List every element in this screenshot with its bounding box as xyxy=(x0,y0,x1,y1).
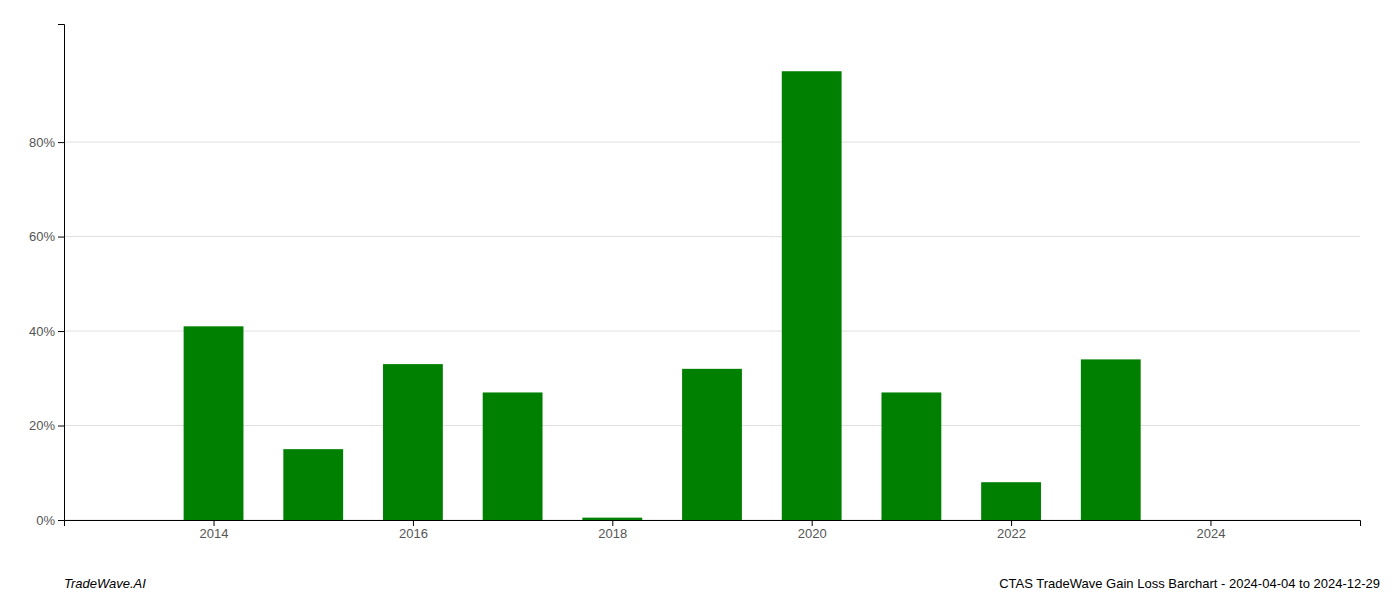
bar xyxy=(782,71,842,520)
bar xyxy=(184,326,244,520)
x-tick-mark xyxy=(1011,520,1012,526)
x-tick-mark xyxy=(1210,520,1211,526)
grid-line xyxy=(64,142,1360,143)
y-tick-mark xyxy=(58,237,64,238)
x-tick-label: 2024 xyxy=(1197,526,1226,541)
grid-line xyxy=(64,236,1360,237)
grid-line xyxy=(64,331,1360,332)
bar xyxy=(881,392,941,520)
x-tick-label: 2020 xyxy=(798,526,827,541)
footer-left: TradeWave.AI xyxy=(64,576,146,591)
x-tick-label: 2014 xyxy=(200,526,229,541)
y-tick-label: 40% xyxy=(29,324,55,339)
x-tick-mark xyxy=(214,520,215,526)
x-tick: 2020 xyxy=(798,520,827,541)
y-tick-label: 0% xyxy=(36,513,55,528)
x-tick-label: 2016 xyxy=(399,526,428,541)
x-tick-label: 2018 xyxy=(598,526,627,541)
x-tick-mark xyxy=(612,520,613,526)
x-tick-mark xyxy=(413,520,414,526)
x-tick-mark xyxy=(812,520,813,526)
x-tick-label: 2022 xyxy=(997,526,1026,541)
bar xyxy=(682,369,742,520)
chart: 2014 2016 2018 2020 2022 2024 0% 20% 40% 60% 80% Tr… xyxy=(0,0,1400,600)
y-tick: 80% xyxy=(29,135,64,150)
y-tick: 60% xyxy=(29,229,64,244)
bar xyxy=(483,392,543,520)
x-tick: 2014 xyxy=(200,520,229,541)
y-axis: 0% 20% 40% 60% 80% xyxy=(29,25,65,528)
bar xyxy=(283,449,343,520)
bar xyxy=(1081,359,1141,520)
x-tick: 2018 xyxy=(598,520,627,541)
bars xyxy=(184,71,1141,520)
bar xyxy=(582,518,642,520)
y-tick: 40% xyxy=(29,324,64,339)
y-tick: 0% xyxy=(36,513,64,528)
y-tick-label: 60% xyxy=(29,229,55,244)
x-axis-line xyxy=(65,521,1361,527)
x-tick: 2022 xyxy=(997,520,1026,541)
y-tick-mark xyxy=(58,520,64,521)
y-tick: 20% xyxy=(29,418,64,433)
y-tick-label: 80% xyxy=(29,135,55,150)
bar xyxy=(981,482,1041,520)
y-tick-mark xyxy=(58,331,64,332)
bar xyxy=(383,364,443,520)
y-tick-label: 20% xyxy=(29,418,55,433)
grid xyxy=(64,142,1360,520)
y-axis-line xyxy=(58,25,65,521)
y-tick-mark xyxy=(58,142,64,143)
x-axis: 2014 2016 2018 2020 2022 2024 xyxy=(65,520,1361,541)
x-tick: 2024 xyxy=(1197,520,1226,541)
x-tick: 2016 xyxy=(399,520,428,541)
footer-right: CTAS TradeWave Gain Loss Barchart - 2024… xyxy=(999,576,1380,591)
y-tick-mark xyxy=(58,426,64,427)
